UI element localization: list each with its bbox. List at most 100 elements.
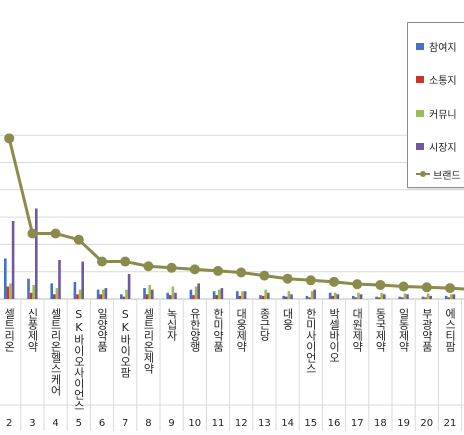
category-label-2: 셀트리온헬스케어 [49,308,62,397]
brand-point-18 [421,282,432,293]
bar-1-8 [192,295,195,299]
rank-label-14: 16 [328,418,341,429]
brand-point-7 [166,262,177,273]
category-label-14: 박셀바이오 [328,308,341,363]
bar-2-13 [310,291,314,299]
bar-1-14 [331,295,334,299]
legend-swatch-communication [416,75,424,83]
brand-point-4 [97,256,107,267]
bar-1-18 [424,297,427,299]
legend-swatch-engagement [416,42,424,50]
legend-label-communication: 소통지 [429,75,457,87]
bar-1-16 [377,297,381,299]
legend-swatch-market [416,142,424,150]
bar-2-11 [264,289,267,299]
bar-1-5 [122,296,126,299]
brand-point-16 [375,279,386,290]
bar-0-18 [421,296,425,299]
brand-point-9 [213,265,223,276]
bar-2-0 [9,283,12,299]
bar-2-19 [450,294,453,299]
rank-label-16: 18 [374,418,387,429]
category-label-3: SK바이오사이언스 [72,308,85,411]
rank-label-2: 4 [52,418,58,429]
brand-point-11 [259,270,270,281]
rank-label-12: 14 [281,418,294,429]
bar-3-17 [406,294,409,299]
category-label-0: 셀트리온 [3,308,16,352]
brand-point-19 [445,283,455,294]
category-label-17: 일동제약 [397,307,410,353]
bar-0-6 [143,288,146,299]
rank-label-19: 21 [444,418,457,429]
bar-3-5 [127,274,131,299]
rank-label-17: 19 [397,418,410,429]
bar-3-10 [243,291,247,299]
bar-1-11 [261,295,265,299]
legend-item-communication: 소통지 [416,71,457,87]
category-label-5: SK바이오팜 [119,308,132,378]
rank-label-3: 5 [76,418,82,429]
bar-3-8 [197,283,200,299]
bar-3-12 [290,294,293,299]
bar-1-2 [53,294,56,299]
bar-1-17 [401,297,404,299]
bar-0-17 [398,296,401,299]
brand-point-3 [73,234,84,245]
category-label-18: 부광약품 [420,308,433,352]
category-label-19: 에스티팜 [444,308,457,352]
bar-0-15 [352,295,355,299]
bar-1-1 [29,292,33,299]
bar-0-7 [166,292,169,299]
bar-2-1 [32,284,35,299]
bar-2-12 [287,291,291,299]
bar-3-15 [359,294,363,299]
rank-label-7: 9 [168,418,174,429]
rank-label-8: 10 [188,418,201,429]
bar-1-7 [169,295,172,299]
brand-point-17 [398,281,409,292]
bar-2-4 [102,289,105,299]
bar-2-2 [55,288,59,299]
rank-label-15: 17 [351,418,364,429]
legend-label-market: 시장지 [429,142,457,154]
bar-0-13 [305,295,309,299]
rank-label-6: 8 [145,418,151,429]
bar-3-3 [81,261,84,299]
bar-2-18 [426,293,430,299]
brand-point-1 [27,228,38,239]
bar-2-7 [171,286,175,299]
bar-0-16 [375,296,378,299]
rank-label-9: 11 [212,418,225,429]
category-label-6: 셀트리온제약 [142,308,155,375]
bar-3-4 [104,288,108,299]
legend-item-market: 시장지 [416,138,457,154]
rank-label-4: 6 [99,418,105,429]
bar-1-0 [6,286,10,299]
bar-2-5 [125,289,128,299]
legend: 참여지 소통지 커뮤니 시장지 브랜드 [407,22,464,188]
bar-3-19 [452,294,456,299]
rank-label-11: 13 [258,418,271,429]
bar-1-3 [76,294,79,299]
rank-label-1: 3 [29,418,35,429]
bar-0-8 [189,289,193,299]
bar-2-9 [218,289,221,299]
bar-0-19 [444,295,448,299]
bar-3-16 [383,294,386,299]
category-label-1: 신풍제약 [26,308,39,353]
brand-point-14 [329,276,339,287]
bar-1-10 [238,295,242,299]
legend-label-community: 커뮤니 [429,109,457,121]
brand-point-2 [50,228,61,239]
bar-3-9 [220,288,224,299]
bar-1-9 [215,295,218,299]
bar-3-6 [151,289,154,299]
legend-item-community: 커뮤니 [416,105,457,121]
brand-point-10 [236,267,247,278]
bar-2-16 [380,292,383,299]
bar-0-9 [212,291,216,299]
bar-0-5 [120,294,123,299]
bar-0-3 [73,281,77,299]
